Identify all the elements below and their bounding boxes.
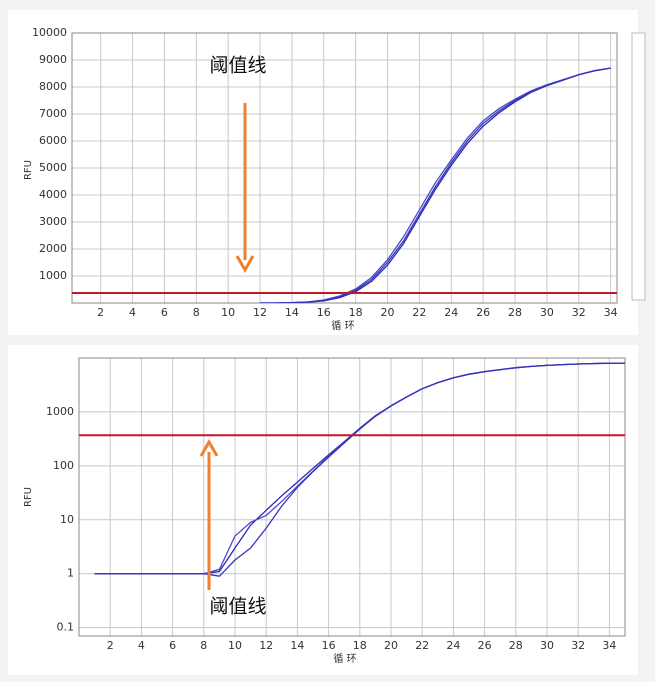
x-tick-label: 20 xyxy=(381,306,395,319)
y-tick-label: 1000 xyxy=(46,405,74,418)
x-tick-label: 16 xyxy=(322,639,336,652)
y-tick-label: 10 xyxy=(60,513,74,526)
x-tick-label: 22 xyxy=(415,639,429,652)
x-tick-label: 12 xyxy=(259,639,273,652)
x-tick-label: 14 xyxy=(290,639,304,652)
y-tick-label: 9000 xyxy=(39,53,67,66)
y-tick-label: 100 xyxy=(53,459,74,472)
y-tick-label: 4000 xyxy=(39,188,67,201)
x-tick-label: 24 xyxy=(446,639,460,652)
y-tick-label: 1000 xyxy=(39,269,67,282)
x-tick-label: 10 xyxy=(228,639,242,652)
x-tick-label: 28 xyxy=(508,306,522,319)
x-tick-label: 4 xyxy=(129,306,136,319)
y-tick-label: 0.1 xyxy=(57,621,75,634)
x-axis-label: 循 环 xyxy=(333,652,356,665)
x-tick-label: 4 xyxy=(138,639,145,652)
x-tick-label: 14 xyxy=(285,306,299,319)
y-tick-label: 6000 xyxy=(39,134,67,147)
y-tick-label: 5000 xyxy=(39,161,67,174)
x-tick-label: 12 xyxy=(253,306,267,319)
x-tick-label: 8 xyxy=(200,639,207,652)
y-tick-label: 10000 xyxy=(32,26,67,39)
x-tick-label: 6 xyxy=(169,639,176,652)
x-tick-label: 20 xyxy=(384,639,398,652)
y-tick-label: 2000 xyxy=(39,242,67,255)
x-tick-label: 26 xyxy=(478,639,492,652)
x-tick-label: 10 xyxy=(221,306,235,319)
x-tick-label: 22 xyxy=(412,306,426,319)
x-tick-label: 30 xyxy=(540,639,554,652)
y-tick-label: 7000 xyxy=(39,107,67,120)
x-tick-label: 32 xyxy=(571,639,585,652)
annotation-arrowhead xyxy=(199,438,219,457)
x-tick-label: 6 xyxy=(161,306,168,319)
x-tick-label: 8 xyxy=(193,306,200,319)
x-tick-label: 2 xyxy=(107,639,114,652)
plot-area xyxy=(94,362,625,577)
y-tick-label: 1 xyxy=(67,567,74,580)
y-tick-label: 3000 xyxy=(39,215,67,228)
panel-top xyxy=(8,10,638,335)
x-tick-label: 16 xyxy=(317,306,331,319)
side-panel xyxy=(631,32,646,301)
y-axis-label: RFU xyxy=(23,160,34,180)
amplification-curve xyxy=(94,362,625,577)
plot-frame xyxy=(78,357,626,637)
x-tick-label: 2 xyxy=(97,306,104,319)
x-tick-label: 24 xyxy=(444,306,458,319)
amplification-curve xyxy=(260,67,611,303)
annotation: 阈值线 xyxy=(209,596,266,618)
x-tick-label: 34 xyxy=(604,306,618,319)
panel-bottom xyxy=(8,345,638,675)
x-tick-label: 34 xyxy=(602,639,616,652)
annotation: 阈值线 xyxy=(209,55,266,77)
annotation-arrowhead xyxy=(235,255,255,274)
x-tick-label: 28 xyxy=(509,639,523,652)
y-axis-label: RFU xyxy=(23,487,34,507)
x-tick-label: 18 xyxy=(353,639,367,652)
x-tick-label: 30 xyxy=(540,306,554,319)
x-axis-label: 循 环 xyxy=(331,319,354,332)
y-tick-label: 8000 xyxy=(39,80,67,93)
x-tick-label: 26 xyxy=(476,306,490,319)
plot-area xyxy=(260,67,611,303)
plot-frame xyxy=(71,32,618,304)
x-tick-label: 32 xyxy=(572,306,586,319)
x-tick-label: 18 xyxy=(349,306,363,319)
